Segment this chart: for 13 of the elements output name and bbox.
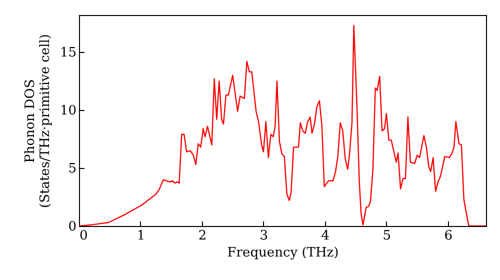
x-tick-label: 0 bbox=[80, 228, 88, 244]
y-tick-label: 10 bbox=[60, 104, 76, 119]
x-tick-label: 1 bbox=[136, 228, 146, 244]
x-tick-label: 2 bbox=[198, 228, 207, 244]
x-tick-label: 4 bbox=[321, 228, 330, 244]
y-tick-label: 15 bbox=[60, 46, 76, 61]
x-tick-label: 6 bbox=[444, 228, 453, 244]
y-axis-title: Phonon DOS (States/THz·primitive cell) bbox=[22, 34, 53, 208]
line-series bbox=[79, 24, 486, 226]
y-tick-label: 5 bbox=[68, 162, 76, 177]
x-axis-title: Frequency (THz) bbox=[227, 246, 339, 260]
x-tick-label: 5 bbox=[382, 228, 392, 244]
x-tick-label: 3 bbox=[260, 228, 268, 244]
